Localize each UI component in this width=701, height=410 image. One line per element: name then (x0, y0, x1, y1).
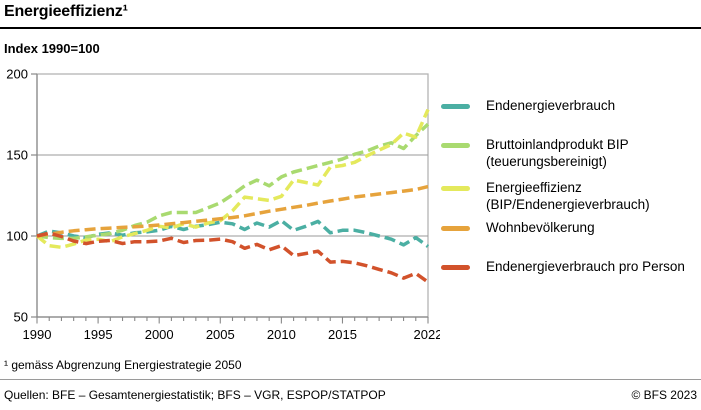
x-tick-label: 1995 (84, 327, 113, 342)
y-tick-label: 100 (6, 229, 28, 244)
legend-swatch-bip (441, 143, 470, 148)
legend-label: Wohnbevölkerung (486, 220, 595, 235)
series-line-bip (36, 122, 430, 241)
footnote: ¹ gemäss Abgrenzung Energiestrategie 205… (4, 358, 242, 372)
legend-label: Bruttoinlandprodukt BIP (teuerungsberein… (486, 137, 629, 169)
title-divider (0, 27, 701, 29)
legend-label: Energieeffizienz (BIP/Endenergieverbrauc… (486, 180, 650, 212)
x-tick-label: 2005 (206, 327, 235, 342)
series-line-endenergieverbrauch-pro-person (36, 231, 430, 284)
legend-swatch-energieeffizienz (441, 186, 470, 191)
sources-text: Quellen: BFE – Gesamtenergiestatistik; B… (4, 388, 386, 402)
footer-divider (0, 379, 701, 380)
legend-label: Endenergieverbrauch pro Person (486, 259, 685, 274)
x-tick-label: 1990 (23, 327, 52, 342)
legend-item-endenergieverbrauch: Endenergieverbrauch (441, 97, 691, 114)
legend-swatch-wohnbevoelkerung (441, 226, 470, 231)
plot-border (36, 73, 429, 318)
x-tick-label: 2010 (267, 327, 296, 342)
x-tick-label: 2000 (145, 327, 174, 342)
legend-label: Endenergieverbrauch (486, 98, 616, 113)
page-title: Energieeffizienz¹ (4, 3, 128, 20)
line-chart: 50 100 150 200 1990 1995 2000 2005 2010 2015 2022 (6, 67, 440, 343)
y-tick-label: 200 (6, 67, 28, 82)
legend-swatch-endenergieverbrauch-pro-person (441, 265, 470, 270)
legend-swatch-endenergieverbrauch (441, 104, 470, 109)
y-tick-label: 150 (6, 148, 28, 163)
index-unit-label: Index 1990=100 (4, 41, 100, 56)
x-tick-label: 2022 (414, 327, 440, 342)
series-line-wohnbevoelkerung (36, 184, 429, 238)
legend-item-wohnbevoelkerung: Wohnbevölkerung (441, 219, 691, 236)
legend-item-bip: Bruttoinlandprodukt BIP (teuerungsberein… (441, 136, 691, 170)
legend-item-energieeffizienz: Energieeffizienz (BIP/Endenergieverbrauc… (441, 179, 691, 213)
footer: Quellen: BFE – Gesamtenergiestatistik; B… (4, 388, 697, 402)
x-tick-label: 2015 (328, 327, 357, 342)
series-line-energieeffizienz (35, 108, 430, 250)
legend-item-endenergieverbrauch-pro-person: Endenergieverbrauch pro Person (441, 258, 691, 275)
y-tick-label: 50 (14, 310, 28, 325)
copyright-text: © BFS 2023 (631, 388, 697, 402)
